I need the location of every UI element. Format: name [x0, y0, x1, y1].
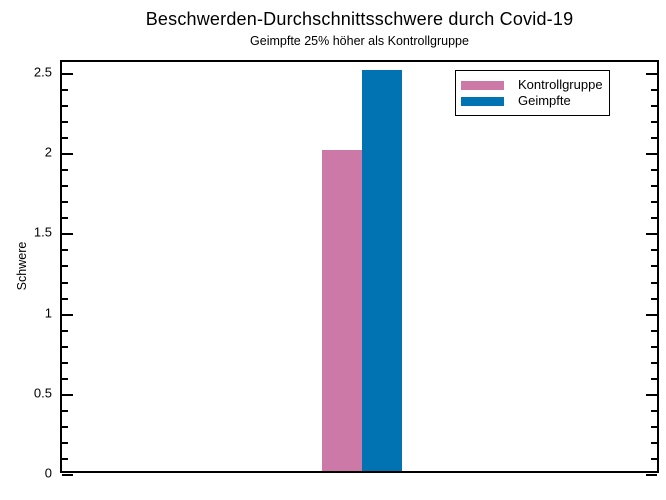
- minor-tick: [651, 410, 657, 412]
- major-tick: [62, 233, 73, 235]
- minor-tick: [651, 330, 657, 332]
- y-tick-label: 2: [44, 144, 52, 160]
- minor-tick: [62, 282, 68, 284]
- minor-tick: [651, 249, 657, 251]
- minor-tick: [651, 282, 657, 284]
- y-tick-label: 2.5: [33, 64, 52, 80]
- major-tick: [646, 73, 657, 75]
- minor-tick: [62, 89, 68, 91]
- minor-tick: [651, 298, 657, 300]
- major-tick: [62, 314, 73, 316]
- minor-tick: [62, 426, 68, 428]
- minor-tick: [62, 378, 68, 380]
- legend-label: Kontrollgruppe: [518, 77, 603, 92]
- minor-tick: [651, 105, 657, 107]
- minor-tick: [62, 217, 68, 219]
- major-tick: [62, 73, 73, 75]
- minor-tick: [62, 169, 68, 171]
- minor-tick: [62, 121, 68, 123]
- minor-tick: [62, 458, 68, 460]
- minor-tick: [62, 442, 68, 444]
- minor-tick: [651, 346, 657, 348]
- major-tick: [646, 474, 657, 476]
- y-tick-label: 1: [44, 305, 52, 321]
- major-tick: [646, 314, 657, 316]
- minor-tick: [651, 378, 657, 380]
- major-tick: [62, 394, 73, 396]
- major-tick: [646, 153, 657, 155]
- minor-tick: [651, 458, 657, 460]
- minor-tick: [651, 442, 657, 444]
- plot-area: Kontrollgruppe Geimpfte: [60, 60, 659, 476]
- minor-tick: [651, 362, 657, 364]
- chart-subtitle: Geimpfte 25% höher als Kontrollgruppe: [250, 34, 469, 48]
- major-tick: [62, 153, 73, 155]
- chart-title: Beschwerden-Durchschnittsschwere durch C…: [145, 9, 574, 29]
- minor-tick: [651, 185, 657, 187]
- minor-tick: [651, 217, 657, 219]
- y-tick-label: 0: [44, 465, 52, 481]
- minor-tick: [651, 169, 657, 171]
- minor-tick: [62, 330, 68, 332]
- minor-tick: [62, 137, 68, 139]
- minor-tick: [62, 410, 68, 412]
- major-tick: [646, 233, 657, 235]
- minor-tick: [62, 346, 68, 348]
- legend-swatch-icon: [461, 80, 504, 90]
- minor-tick: [651, 89, 657, 91]
- major-tick: [646, 394, 657, 396]
- legend: Kontrollgruppe Geimpfte: [455, 70, 610, 116]
- bar-geimpfte: [362, 70, 402, 471]
- minor-tick: [651, 426, 657, 428]
- minor-tick: [62, 185, 68, 187]
- major-tick: [62, 474, 73, 476]
- y-tick-label: 1.5: [33, 224, 52, 240]
- legend-items: Kontrollgruppe Geimpfte: [461, 77, 603, 109]
- y-tick-label: 0.5: [33, 385, 52, 401]
- minor-tick: [62, 105, 68, 107]
- y-axis-label: Schwere: [15, 241, 29, 291]
- legend-row-kontrollgruppe: Kontrollgruppe: [461, 77, 603, 93]
- minor-tick: [651, 137, 657, 139]
- legend-swatch-icon: [461, 96, 504, 106]
- legend-row-geimpfte: Geimpfte: [461, 93, 601, 109]
- minor-tick: [651, 201, 657, 203]
- minor-tick: [62, 201, 68, 203]
- minor-tick: [651, 121, 657, 123]
- bar-kontrollgruppe: [322, 150, 362, 471]
- minor-tick: [62, 298, 68, 300]
- minor-tick: [62, 265, 68, 267]
- minor-tick: [62, 362, 68, 364]
- legend-label: Geimpfte: [518, 93, 571, 108]
- minor-tick: [651, 265, 657, 267]
- minor-tick: [62, 249, 68, 251]
